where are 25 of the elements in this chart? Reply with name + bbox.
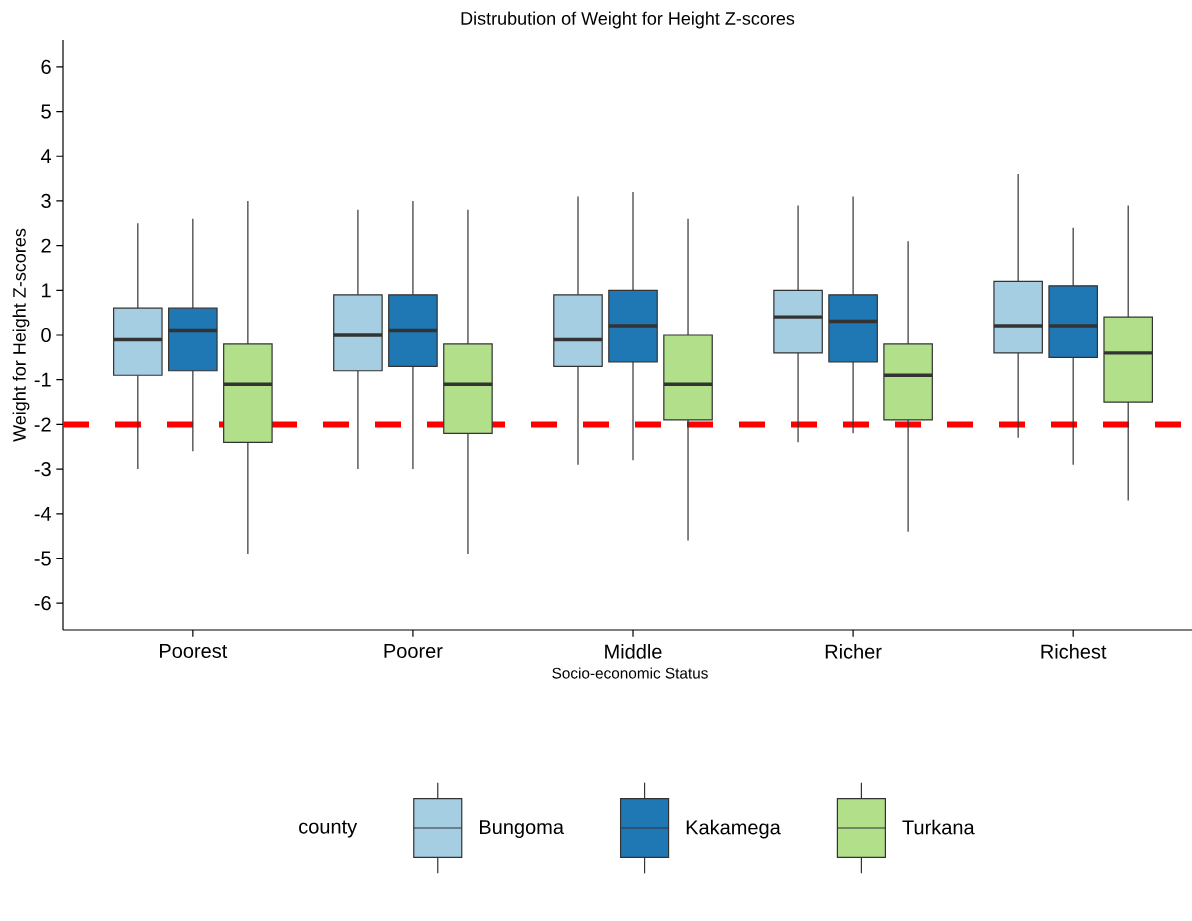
x-tick-label: Richer	[825, 644, 882, 659]
y-tick-label: 0	[41, 327, 51, 343]
x-tick-label: Poorer	[384, 644, 443, 659]
y-tick-label: 5	[41, 104, 51, 119]
y-tick-label: -1	[34, 372, 51, 387]
legend-title: county	[299, 820, 358, 838]
legend-label: Kakamega	[686, 819, 781, 839]
y-axis-title: Weight for Height Z-scores	[12, 228, 30, 442]
y-tick-label: 2	[41, 238, 51, 253]
y-tick-label: -4	[34, 506, 52, 521]
legend-label: Bungoma	[479, 820, 564, 839]
chart-title: Distrubution of Weight for Height Z-scores	[461, 11, 795, 29]
x-tick-label: Poorest	[160, 644, 228, 659]
y-tick-label: 4	[40, 149, 52, 164]
y-tick-label: 6	[41, 59, 51, 74]
y-tick-label: -6	[34, 596, 51, 611]
y-tick-label: 1	[42, 283, 51, 298]
y-tick-label: -3	[34, 462, 51, 477]
x-tick-label: Middle	[605, 644, 662, 659]
y-tick-label: -2	[34, 417, 51, 432]
legend-label: Turkana	[902, 819, 975, 835]
y-tick-label: 3	[41, 193, 51, 208]
x-axis-title: Socio-economic Status	[552, 667, 708, 679]
y-tick-label: -5	[34, 551, 51, 566]
x-tick-label: Richest	[1041, 644, 1107, 659]
